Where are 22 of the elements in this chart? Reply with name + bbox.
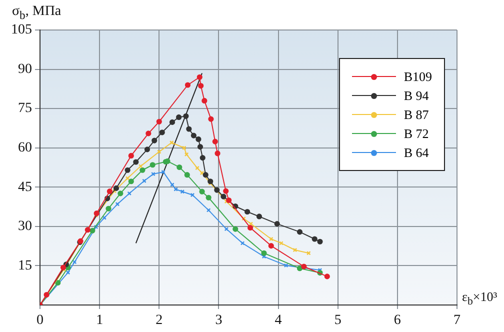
x-tick-label: 0 <box>36 313 44 328</box>
x-tick-label: 2 <box>156 313 163 328</box>
y-tick-label: 105 <box>11 22 32 38</box>
legend-label: B 87 <box>404 106 429 122</box>
legend-label: B 72 <box>404 126 429 142</box>
y-tick-label: 90 <box>18 62 32 77</box>
legend-label: B 64 <box>404 144 429 160</box>
y-tick-label: 15 <box>18 258 32 274</box>
legend-label: B109 <box>404 68 432 84</box>
y-axis-title: σ$_{b}$, МПа <box>12 4 62 22</box>
x-axis-title: ε$_{b}$×10³ <box>462 289 498 308</box>
y-tick-label: 30 <box>18 219 32 234</box>
y-tick-label: 75 <box>18 101 32 116</box>
legend-label: B 94 <box>404 88 429 104</box>
y-tick-label: 60 <box>18 140 32 156</box>
x-tick-label: 3 <box>215 313 222 328</box>
x-tick-label: 6 <box>394 313 401 328</box>
x-tick-label: 5 <box>334 313 342 328</box>
y-tick-label: 45 <box>18 180 32 195</box>
x-tick-label: 4 <box>274 313 282 328</box>
x-tick-label: 7 <box>454 313 460 328</box>
x-tick-label: 1 <box>96 313 104 328</box>
